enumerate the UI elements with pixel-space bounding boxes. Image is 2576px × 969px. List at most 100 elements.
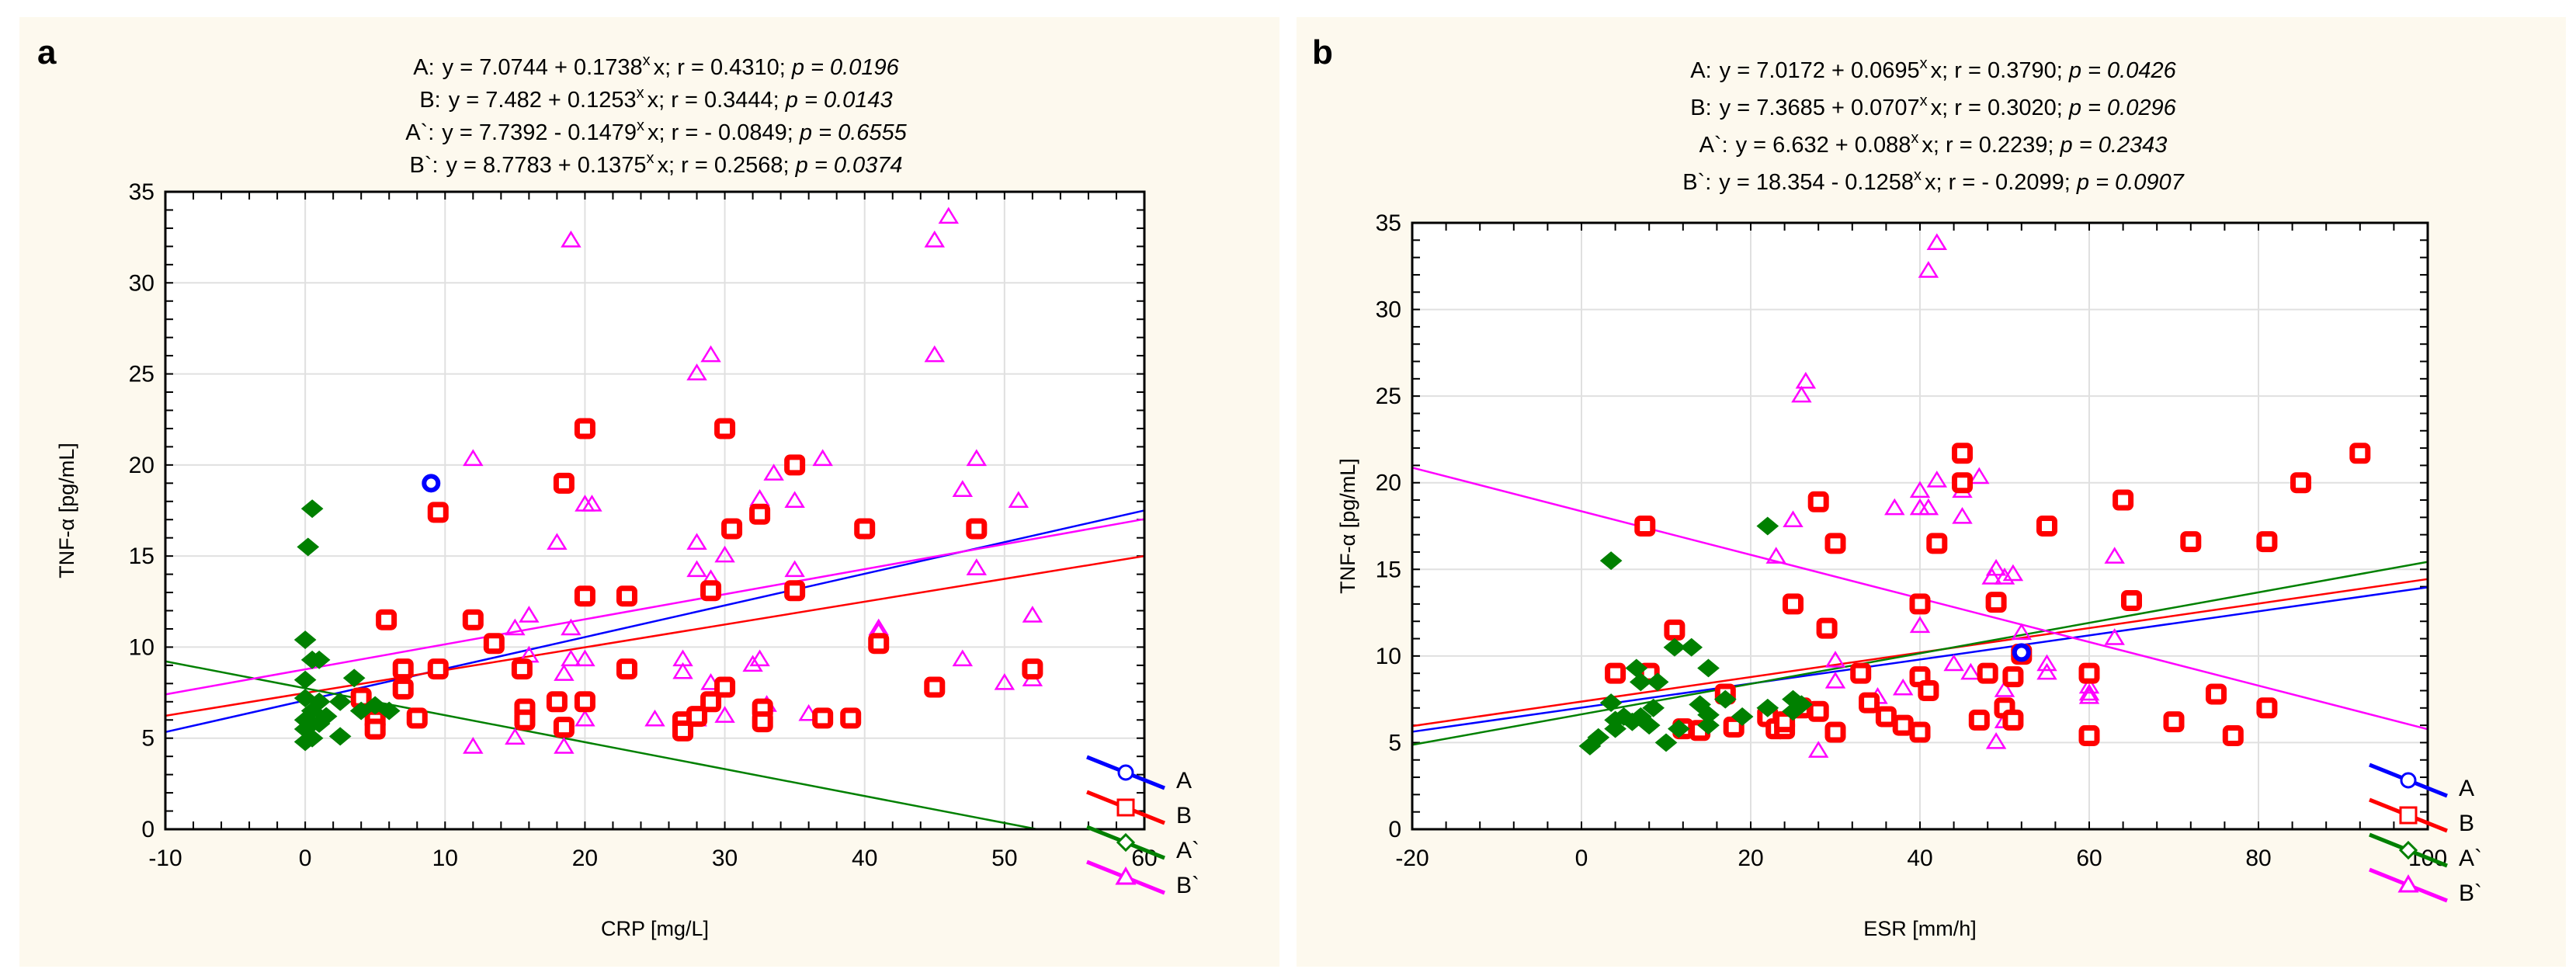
- data-point: [1022, 658, 1043, 680]
- data-point: [1952, 472, 1973, 494]
- superscript-x: x: [637, 117, 644, 134]
- data-point: [1824, 651, 1846, 668]
- data-point: [2163, 711, 2185, 733]
- data-point: [328, 727, 352, 746]
- data-point: [546, 691, 568, 713]
- data-point: [293, 670, 317, 689]
- data-point: [1909, 593, 1931, 615]
- x-tick-label: 10: [432, 846, 458, 871]
- data-point: [966, 449, 988, 467]
- data-point: [2036, 516, 2057, 537]
- superscript-x: x: [1920, 92, 1928, 109]
- data-point: [1875, 706, 1897, 728]
- x-tick-label: 40: [1907, 846, 1932, 871]
- data-point: [686, 533, 707, 550]
- data-point: [840, 707, 862, 729]
- data-point: [1926, 471, 1948, 488]
- data-point: [1022, 606, 1043, 623]
- data-point: [742, 655, 763, 672]
- data-point: [2078, 683, 2100, 701]
- regression-equation: A`: y = 7.7392 - 0.1479x x; r = - 0.0849; …: [405, 117, 907, 145]
- data-point: [2012, 643, 2031, 662]
- data-point: [1892, 714, 1914, 736]
- data-point: [952, 480, 974, 497]
- data-point: [1859, 692, 1880, 714]
- equation-label: B`:: [1682, 170, 1711, 195]
- regression-equation: A: y = 7.0744 + 0.1738x x; r = 0.4310; p =…: [413, 52, 899, 80]
- data-point: [2002, 564, 2024, 582]
- y-tick-label: 25: [129, 362, 154, 387]
- y-tick-label: 5: [1388, 730, 1401, 755]
- legend-marker-circle-icon: [2400, 772, 2417, 789]
- data-point: [1663, 637, 1686, 657]
- equation-x: x;: [647, 120, 672, 145]
- data-point: [553, 472, 575, 494]
- data-point: [376, 609, 398, 630]
- legend-marker-triangle-icon: [2397, 874, 2419, 893]
- data-point: [1599, 551, 1623, 571]
- data-point: [1791, 385, 1812, 403]
- data-point: [1824, 671, 1846, 689]
- data-point: [2104, 628, 2125, 645]
- equation-x: x;: [1922, 133, 1946, 158]
- equation-p: p = 0.0907: [2076, 170, 2185, 195]
- regression-line-A: [1411, 586, 2428, 733]
- x-tick-label: 0: [299, 846, 312, 871]
- data-point: [328, 692, 352, 711]
- data-point: [784, 454, 806, 476]
- data-point: [784, 580, 806, 602]
- data-point: [483, 633, 505, 655]
- data-point: [616, 658, 637, 680]
- y-axis-label: TNF-α [pg/mL]: [1336, 458, 1359, 594]
- data-point: [1723, 716, 1745, 738]
- regression-equation: B`: y = 18.354 - 0.1258x x; r = - 0.2099; …: [1682, 167, 2185, 195]
- equation-x: x;: [1931, 58, 1955, 83]
- data-point: [1783, 593, 1804, 615]
- data-point: [406, 707, 428, 729]
- legend-marker-diamond-icon: [1116, 832, 1136, 853]
- data-point: [2121, 589, 2142, 611]
- y-tick-label: 35: [129, 179, 154, 205]
- data-point: [1634, 516, 1656, 537]
- y-tick-label: 0: [141, 817, 154, 842]
- equation-x: x;: [1925, 170, 1949, 195]
- data-point: [1668, 719, 1690, 738]
- data-point: [2180, 531, 2202, 553]
- data-point: [462, 609, 484, 630]
- chart-panel-b: -2002040608010005101520253035bA:y = 7.01…: [1297, 17, 2566, 967]
- data-point: [2104, 547, 2125, 564]
- equation-r: r = - 0.2099: [1949, 170, 2064, 195]
- equation-r: r = 0.2239: [1946, 133, 2047, 158]
- data-point: [1629, 672, 1652, 692]
- data-point: [1664, 619, 1686, 641]
- legend-label: B: [1176, 803, 1192, 828]
- data-point: [1952, 443, 1973, 464]
- legend-marker-triangle-icon: [1115, 867, 1137, 885]
- series-B: [350, 418, 1043, 742]
- data-point: [349, 701, 373, 721]
- superscript-x: x: [1920, 55, 1928, 72]
- data-point: [2113, 489, 2134, 511]
- data-point: [2078, 676, 2100, 694]
- series-Aprime: [1578, 516, 1813, 755]
- x-tick-label: 30: [712, 846, 738, 871]
- data-point: [553, 717, 575, 738]
- data-point: [714, 676, 736, 698]
- regression-line-Bprime: [165, 518, 1145, 696]
- equation-p: p = 0.0374: [795, 153, 903, 178]
- y-tick-label: 20: [1376, 471, 1401, 496]
- x-tick-label: 50: [991, 846, 1017, 871]
- regression-line-Aprime: [165, 660, 1038, 831]
- data-point: [2206, 683, 2227, 705]
- data-point: [1994, 680, 2015, 697]
- data-point: [554, 737, 575, 754]
- data-point: [644, 709, 665, 727]
- regression-equation: B`: y = 8.7783 + 0.1375x x; r = 0.2568; p …: [409, 150, 902, 178]
- regression-equation: B: y = 7.3685 + 0.0707x x; r = 0.3020; p =…: [1690, 92, 2176, 120]
- separator: ;: [2047, 133, 2060, 158]
- data-point: [868, 633, 890, 655]
- data-point: [1625, 658, 1648, 678]
- equation-label: B`:: [409, 153, 438, 178]
- data-point: [1850, 662, 1872, 684]
- data-point: [561, 618, 582, 636]
